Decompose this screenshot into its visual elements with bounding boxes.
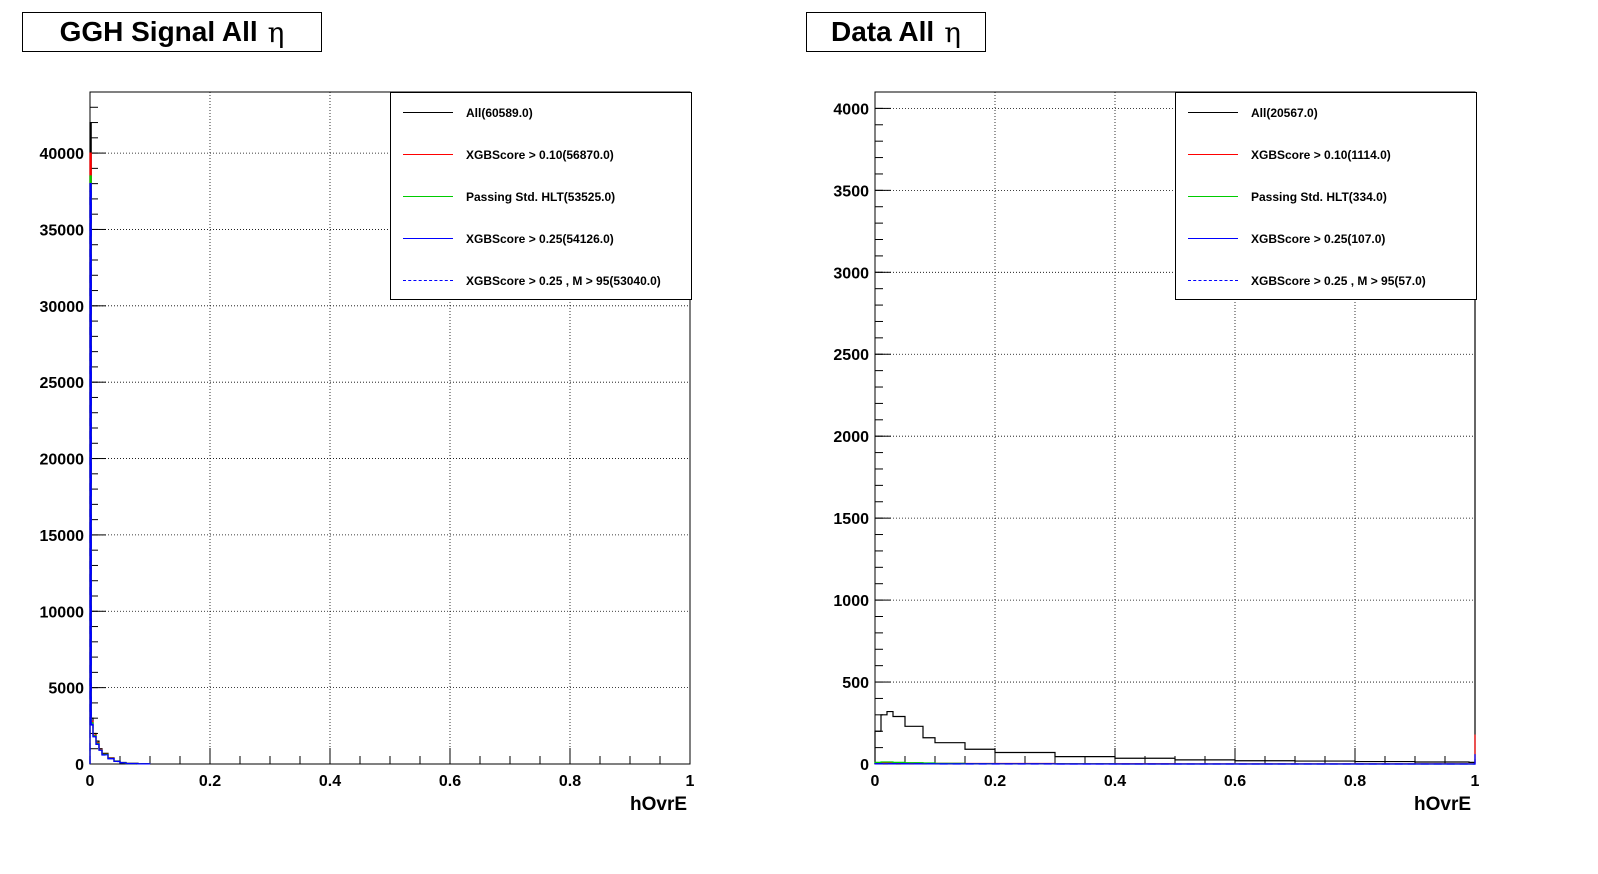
right-panel: 0 0.2 0.4 0.6 0.8 1 0 500 1000 1500 2000 2500 3000 35… (799, 0, 1598, 874)
legend-entry: XGBScore > 0.10(1114.0) (1176, 145, 1476, 165)
x-tick-label: 0.6 (439, 773, 461, 790)
left-legend: All(60589.0) XGBScore > 0.10(56870.0) Pa… (390, 92, 692, 300)
left-title-box: GGH Signal All η (22, 12, 322, 52)
legend-swatch (403, 280, 453, 281)
y-tick-label: 5000 (48, 681, 84, 698)
x-tick-label: 0 (86, 773, 95, 790)
legend-entry: XGBScore > 0.25 , M > 95(53040.0) (391, 271, 691, 291)
series-line (89, 190, 151, 765)
y-tick-label: 25000 (40, 375, 85, 392)
legend-swatch (1188, 196, 1238, 197)
legend-label: All(60589.0) (466, 106, 533, 120)
legend-entry: XGBScore > 0.25(54126.0) (391, 229, 691, 249)
x-tick-label: 1 (686, 773, 695, 790)
y-tick-label: 40000 (40, 146, 85, 163)
y-tick-label: 15000 (40, 528, 85, 545)
y-tick-label: 20000 (40, 452, 85, 469)
right-title-text: Data All (831, 16, 935, 47)
series-line (89, 121, 151, 765)
legend-label: XGBScore > 0.25(54126.0) (466, 232, 614, 246)
legend-swatch (403, 112, 453, 113)
legend-label: XGBScore > 0.25 , M > 95(57.0) (1251, 274, 1426, 288)
y-tick-label: 0 (75, 757, 84, 774)
legend-entry: XGBScore > 0.25 , M > 95(57.0) (1176, 271, 1476, 291)
left-x-axis-title: hOvrE (630, 794, 688, 815)
eta-symbol: η (944, 15, 961, 49)
legend-label: XGBScore > 0.25(107.0) (1251, 232, 1386, 246)
legend-swatch (403, 238, 453, 239)
legend-label: Passing Std. HLT(334.0) (1251, 190, 1387, 204)
legend-swatch (1188, 280, 1238, 281)
y-tick-label: 1500 (833, 511, 869, 528)
legend-entry: XGBScore > 0.10(56870.0) (391, 145, 691, 165)
legend-label: All(20567.0) (1251, 106, 1318, 120)
right-title-box: Data All η (806, 12, 986, 52)
y-tick-label: 0 (860, 757, 869, 774)
legend-entry: Passing Std. HLT(53525.0) (391, 187, 691, 207)
x-tick-label: 0.4 (1104, 773, 1126, 790)
y-tick-label: 3000 (833, 265, 869, 282)
left-title-text: GGH Signal All (59, 16, 258, 47)
series-line (874, 223, 1476, 764)
legend-label: XGBScore > 0.25 , M > 95(53040.0) (466, 274, 661, 288)
legend-entry: All(20567.0) (1176, 103, 1476, 123)
right-x-axis-title: hOvrE (1414, 794, 1472, 815)
y-tick-label: 2000 (833, 429, 869, 446)
legend-entry: All(60589.0) (391, 103, 691, 123)
y-tick-label: 4000 (833, 101, 869, 118)
y-tick-label: 10000 (40, 604, 85, 621)
y-tick-label: 500 (842, 675, 869, 692)
x-tick-label: 0.2 (199, 773, 221, 790)
legend-label: XGBScore > 0.10(1114.0) (1251, 148, 1391, 162)
legend-label: Passing Std. HLT(53525.0) (466, 190, 616, 204)
y-tick-label: 35000 (40, 222, 85, 239)
x-tick-label: 0.8 (1344, 773, 1366, 790)
legend-swatch (1188, 238, 1238, 239)
x-tick-label: 0.4 (319, 773, 341, 790)
legend-label: XGBScore > 0.10(56870.0) (466, 148, 614, 162)
series-line (89, 183, 151, 765)
x-tick-label: 1 (1471, 773, 1480, 790)
legend-entry: XGBScore > 0.25(107.0) (1176, 229, 1476, 249)
right-plot: 0 0.2 0.4 0.6 0.8 1 0 500 1000 1500 2000 2500 3000 35… (833, 91, 1480, 790)
y-tick-label: 1000 (833, 593, 869, 610)
legend-entry: Passing Std. HLT(334.0) (1176, 187, 1476, 207)
legend-swatch (403, 154, 453, 155)
x-tick-label: 0.8 (559, 773, 581, 790)
eta-symbol: η (267, 15, 285, 49)
legend-swatch (403, 196, 453, 197)
legend-swatch (1188, 154, 1238, 155)
y-tick-label: 2500 (833, 347, 869, 364)
x-tick-label: 0.2 (984, 773, 1006, 790)
right-legend: All(20567.0) XGBScore > 0.10(1114.0) Pas… (1175, 92, 1477, 300)
series-line (874, 759, 1476, 765)
left-panel: 0 0.2 0.4 0.6 0.8 1 0 5000 10000 15000 20000 25000 3… (22, 12, 695, 815)
series-line (89, 175, 151, 765)
y-tick-label: 30000 (40, 299, 85, 316)
x-tick-label: 0.6 (1224, 773, 1246, 790)
x-tick-label: 0 (871, 773, 880, 790)
legend-swatch (1188, 112, 1238, 113)
y-tick-label: 3500 (833, 183, 869, 200)
